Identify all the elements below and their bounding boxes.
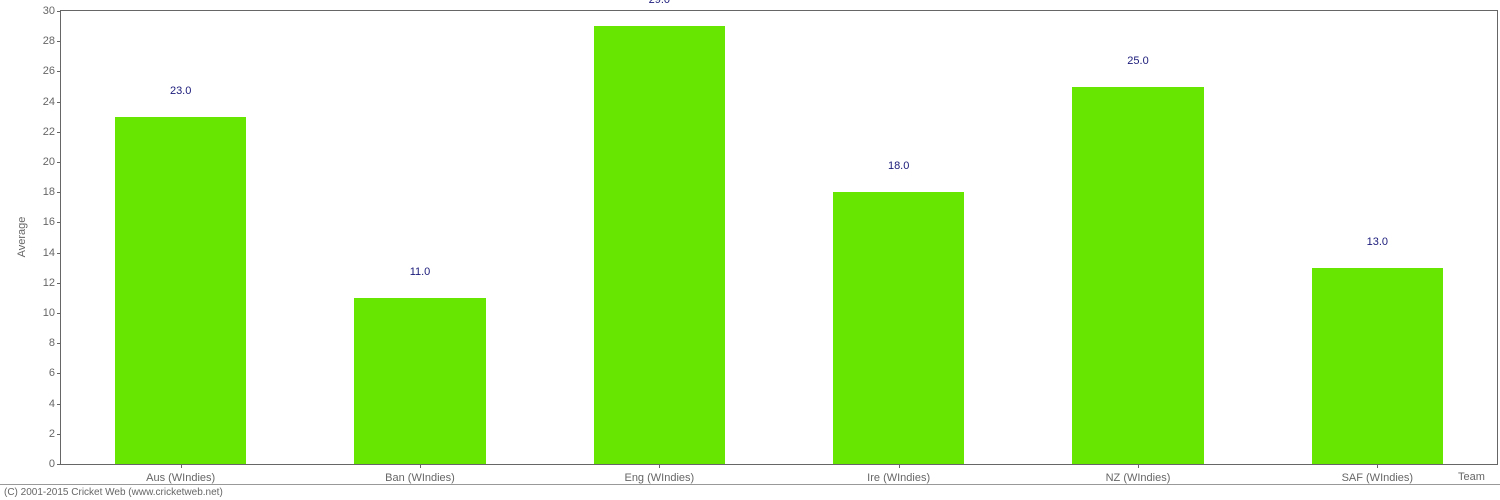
bar [833, 192, 965, 464]
bar-value-label: 23.0 [170, 85, 191, 101]
bar-value-label: 29.0 [649, 0, 670, 10]
bar-value-label: 13.0 [1367, 236, 1388, 252]
bar [1312, 268, 1444, 464]
x-tick-label: Ire (WIndies) [867, 464, 930, 484]
x-tick-label: Aus (WIndies) [146, 464, 215, 484]
y-tick-label: 0 [49, 458, 61, 470]
x-tick-label: Ban (WIndies) [385, 464, 455, 484]
bar [354, 298, 486, 464]
y-tick-label: 20 [43, 156, 61, 168]
footer-copyright: (C) 2001-2015 Cricket Web (www.cricketwe… [0, 484, 1500, 500]
chart-frame: 02468101214161820222426283023.0Aus (WInd… [60, 10, 1498, 465]
bar [594, 26, 726, 464]
y-axis-title: Average [16, 216, 28, 257]
y-tick-label: 2 [49, 428, 61, 440]
x-tick-label: NZ (WIndies) [1106, 464, 1171, 484]
bar-value-label: 18.0 [888, 160, 909, 176]
y-tick-label: 28 [43, 35, 61, 47]
bar-value-label: 11.0 [410, 266, 431, 282]
x-tick-label: SAF (WIndies) [1342, 464, 1414, 484]
y-tick-label: 10 [43, 307, 61, 319]
y-tick-label: 30 [43, 5, 61, 17]
bar [1072, 87, 1204, 465]
bar [115, 117, 247, 464]
y-tick-label: 26 [43, 65, 61, 77]
y-tick-label: 24 [43, 96, 61, 108]
y-tick-label: 22 [43, 126, 61, 138]
y-tick-label: 14 [43, 247, 61, 259]
bar-value-label: 25.0 [1127, 55, 1148, 71]
y-tick-label: 4 [49, 398, 61, 410]
y-tick-label: 8 [49, 337, 61, 349]
x-axis-title: Team [1458, 471, 1485, 483]
y-tick-label: 6 [49, 367, 61, 379]
y-tick-label: 12 [43, 277, 61, 289]
y-tick-label: 18 [43, 186, 61, 198]
x-tick-label: Eng (WIndies) [624, 464, 694, 484]
y-tick-label: 16 [43, 216, 61, 228]
plot-area: 02468101214161820222426283023.0Aus (WInd… [61, 11, 1497, 464]
